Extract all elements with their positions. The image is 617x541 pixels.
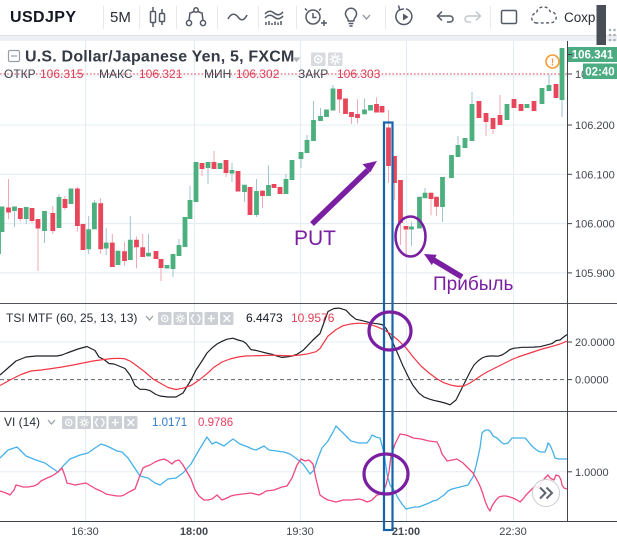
svg-text:U.S. Dollar/Japanese Yen, 5, F: U.S. Dollar/Japanese Yen, 5, FXCM [25, 49, 295, 66]
svg-text:1.0171: 1.0171 [152, 417, 187, 429]
svg-text:106.100: 106.100 [575, 169, 615, 181]
svg-text:22:30: 22:30 [499, 526, 527, 538]
svg-text:TSI MTF (60, 25, 13, 13): TSI MTF (60, 25, 13, 13) [6, 311, 137, 325]
svg-text:20.0000: 20.0000 [575, 337, 615, 349]
svg-text:0.0000: 0.0000 [575, 375, 609, 387]
svg-text:6.4473: 6.4473 [246, 311, 283, 325]
svg-text:19:30: 19:30 [286, 526, 314, 538]
svg-text:ОТКР: ОТКР [4, 67, 36, 81]
svg-text:106.315: 106.315 [40, 67, 84, 81]
svg-text:106.200: 106.200 [575, 120, 615, 132]
svg-text:ЗАКР: ЗАКР [298, 67, 328, 81]
svg-text:106.303: 106.303 [337, 67, 381, 81]
svg-text:105.900: 105.900 [575, 268, 615, 280]
svg-text:!: ! [551, 58, 554, 69]
svg-text:106.000: 106.000 [575, 219, 615, 231]
svg-text:02:40: 02:40 [585, 67, 614, 79]
svg-text:106.321: 106.321 [139, 67, 183, 81]
svg-text:18:00: 18:00 [180, 526, 208, 538]
svg-text:Прибыль: Прибыль [433, 274, 513, 295]
svg-text:Сохр: Сохр [564, 10, 595, 25]
svg-text:VI (14): VI (14) [4, 415, 40, 429]
svg-text:USDJPY: USDJPY [10, 9, 76, 26]
svg-text:16:30: 16:30 [71, 526, 99, 538]
svg-text:PUT: PUT [294, 227, 336, 250]
svg-text:МАКС: МАКС [99, 67, 133, 81]
svg-text:0.9786: 0.9786 [198, 417, 233, 429]
svg-text:106.341: 106.341 [572, 50, 614, 62]
svg-text:10.9576: 10.9576 [291, 311, 335, 325]
svg-text:106.302: 106.302 [236, 67, 280, 81]
svg-text:МИН: МИН [204, 67, 231, 81]
svg-text:1.0000: 1.0000 [575, 467, 609, 479]
svg-text:21:00: 21:00 [392, 526, 420, 538]
svg-text:5M: 5M [110, 9, 131, 26]
